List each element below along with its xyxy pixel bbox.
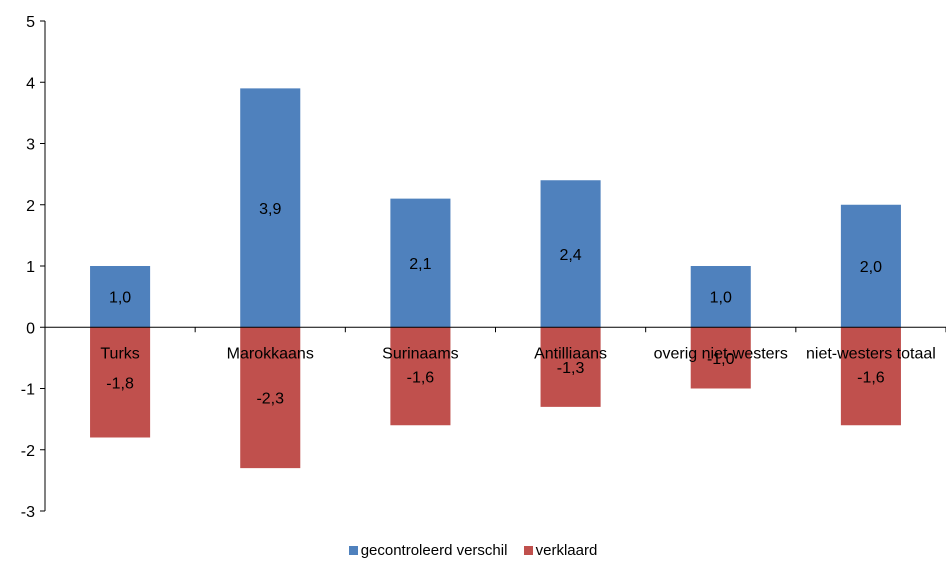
bar-verklaard-2 [390,327,451,426]
bar-gecontroleerd-0 [90,266,151,328]
bar-verklaard-4 [690,327,751,389]
x-tick-label-2: Surinaams [382,345,458,362]
data-label-gecontroleerd-2: 2,1 [409,256,431,273]
bar-gecontroleerd-1 [240,88,301,328]
x-tick-label-3: Antilliaans [534,345,607,362]
bar-gecontroleerd-3 [540,180,601,328]
data-label-verklaard-2: -1,6 [407,369,435,386]
y-tick-label-1: -2 [21,443,35,460]
x-tick-label-1: Marokkaans [227,345,314,362]
legend-label-verklaard: verklaard [535,542,598,559]
x-tick-label-4: overig niet-westers [654,345,788,362]
y-tick-label-0: -3 [21,504,35,521]
data-label-gecontroleerd-1: 3,9 [259,201,281,218]
bar-chart: -3 -2 -1 0 1 2 3 4 5 Turks Marokkaans Surinaams Anti… [21,14,946,521]
data-label-gecontroleerd-0: 1,0 [109,290,131,307]
data-label-verklaard-3: -1,3 [557,360,585,377]
legend-swatch-gecontroleerd [348,546,358,555]
y-tick-label-6: 3 [26,137,35,154]
bar-gecontroleerd-4 [690,266,751,328]
data-label-gecontroleerd-4: 1,0 [710,290,732,307]
y-tick-label-8: 5 [26,14,35,31]
bar-verklaard-3 [540,327,601,407]
labels-layer: -3 -2 -1 0 1 2 3 4 5 Turks Marokkaans Surinaams Anti… [21,14,936,521]
data-label-gecontroleerd-5: 2,0 [860,259,882,276]
y-tick-label-3: 0 [26,320,35,337]
y-tick-label-5: 2 [26,198,35,215]
legend-swatch-verklaard [523,546,533,555]
legend: gecontroleerd verschil verklaard [0,542,946,559]
data-label-verklaard-0: -1,8 [106,375,134,392]
x-tick-label-5: niet-westers totaal [806,345,936,362]
data-label-verklaard-4: -1,0 [707,351,735,368]
bar-verklaard-0 [90,327,151,438]
legend-item-verklaard: verklaard [523,542,598,559]
bars-layer [90,88,901,469]
bar-verklaard-5 [840,327,901,426]
data-label-gecontroleerd-3: 2,4 [559,247,581,264]
y-tick-label-7: 4 [26,75,35,92]
data-label-verklaard-1: -2,3 [256,391,284,408]
data-label-verklaard-5: -1,6 [857,369,885,386]
y-tick-label-4: 1 [26,259,35,276]
bar-verklaard-1 [240,327,301,469]
axes-layer [40,20,946,512]
legend-label-gecontroleerd: gecontroleerd verschil [360,542,508,559]
bar-gecontroleerd-5 [840,204,901,328]
bar-gecontroleerd-2 [390,198,451,328]
x-tick-label-0: Turks [100,345,139,362]
y-tick-label-2: -1 [21,382,35,399]
legend-item-gecontroleerd: gecontroleerd verschil [348,542,508,559]
